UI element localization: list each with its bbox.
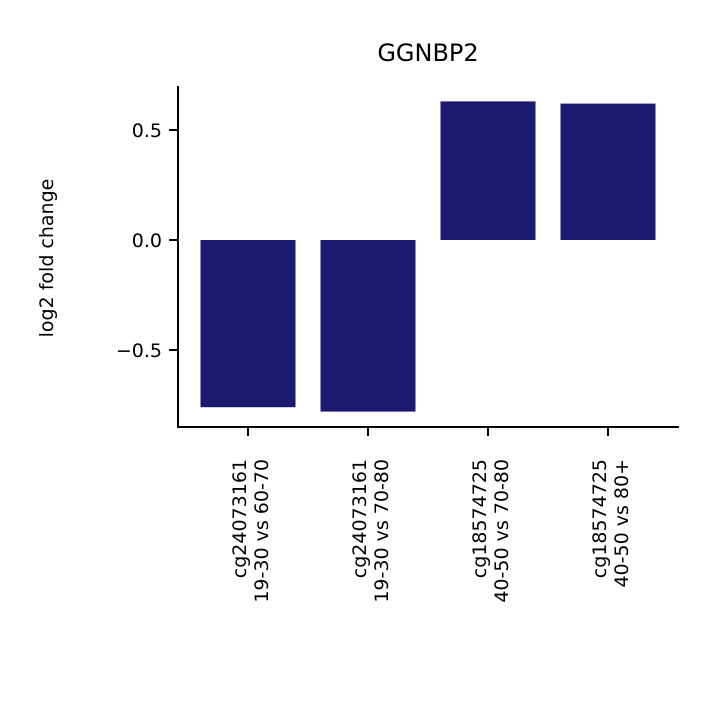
x-tick-label: cg2407316119-30 vs 70-80 — [349, 459, 393, 603]
x-tick-label-line: cg18574725 — [589, 459, 611, 578]
y-axis-label: log2 fold change — [36, 179, 58, 338]
x-tick-label-line: cg24073161 — [229, 459, 251, 578]
chart-title: GGNBP2 — [377, 39, 478, 67]
bar-4 — [560, 103, 656, 240]
x-tick-label-line: 19-30 vs 60-70 — [251, 459, 273, 603]
x-tick-label: cg1857472540-50 vs 80+ — [589, 459, 633, 588]
y-tick-label: −0.5 — [116, 340, 162, 362]
bar-3 — [440, 101, 536, 241]
x-tick-label: cg2407316119-30 vs 60-70 — [229, 459, 273, 603]
x-tick-label-line: 40-50 vs 70-80 — [491, 459, 513, 603]
y-tick-label: 0.0 — [132, 230, 162, 252]
x-tick-label: cg1857472540-50 vs 70-80 — [469, 459, 513, 603]
x-tick-label-line: cg18574725 — [469, 459, 491, 578]
bars-group — [200, 101, 656, 412]
x-ticks-group: cg2407316119-30 vs 60-70 cg2407316119-30 … — [229, 427, 633, 603]
y-ticks-group: 0.5 0.0 −0.5 — [116, 120, 178, 362]
bar-2 — [320, 240, 416, 412]
bar-1 — [200, 240, 296, 408]
x-tick-label-line: 40-50 vs 80+ — [611, 459, 633, 588]
y-tick-label: 0.5 — [132, 120, 162, 142]
x-tick-label-line: 19-30 vs 70-80 — [371, 459, 393, 603]
x-tick-label-line: cg24073161 — [349, 459, 371, 578]
